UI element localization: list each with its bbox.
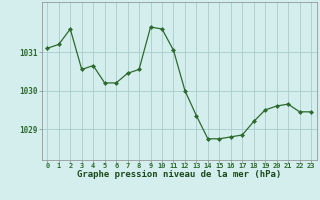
X-axis label: Graphe pression niveau de la mer (hPa): Graphe pression niveau de la mer (hPa) [77, 170, 281, 179]
